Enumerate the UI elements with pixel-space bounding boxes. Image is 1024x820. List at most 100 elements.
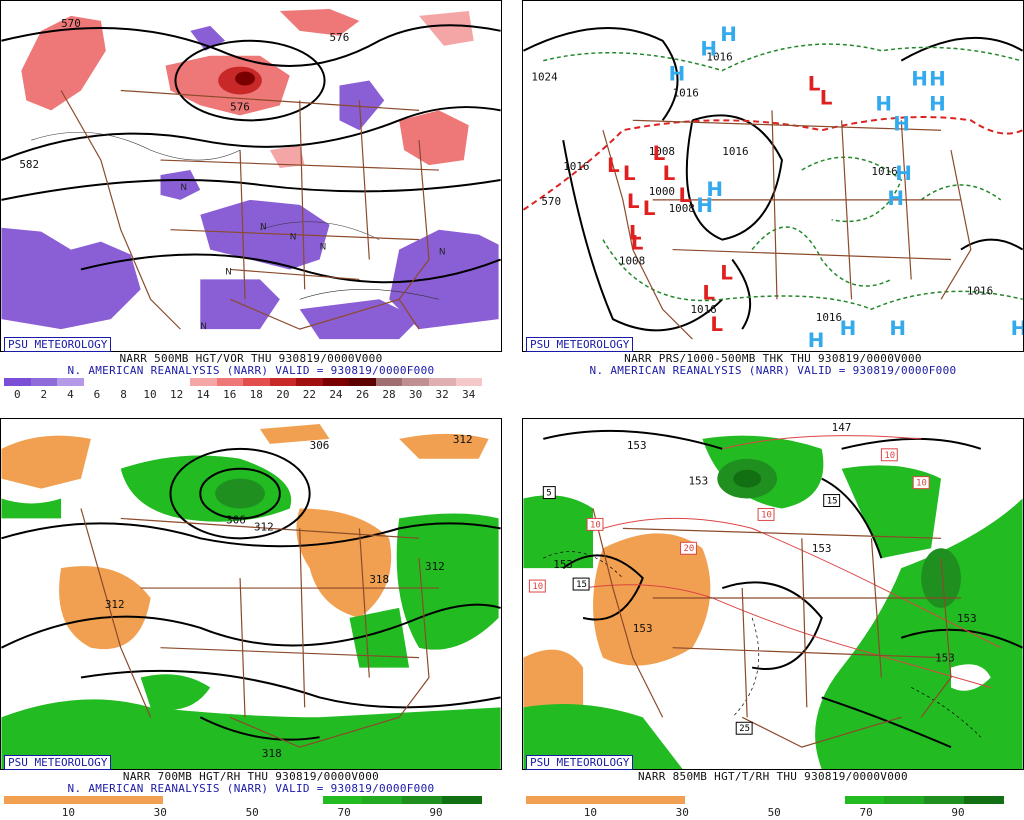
- colorbar-tick-label: 30: [408, 388, 423, 401]
- map-label: 306: [310, 439, 330, 452]
- map-label: 153: [633, 622, 653, 635]
- colorbar-ticks: 0 2 4 6 8 10 12 14 16 18 20 22 24 26 28 30 32 34: [4, 389, 482, 401]
- colorbar-tick-label: 12: [169, 388, 184, 401]
- svg-text:L: L: [631, 232, 644, 255]
- product-title: NARR 500MB HGT/VOR THU 930819/0000V000: [119, 352, 383, 365]
- svg-text:H: H: [929, 68, 946, 91]
- map-label: 153: [957, 612, 977, 625]
- high-pressure-centers: H H H H H H H H H H H H H H H H: [669, 23, 1024, 352]
- product-title: NARR PRS/1000-500MB THK THU 930819/0000V…: [624, 352, 922, 365]
- colorbar-swatch: [725, 796, 765, 804]
- colorbar-tick-label: 2: [40, 388, 48, 401]
- map-label: 153: [627, 439, 647, 452]
- colorbar-swatch: [282, 796, 323, 804]
- colorbar-swatch: [429, 378, 456, 386]
- svg-text:L: L: [643, 197, 656, 220]
- map-label: 153: [812, 542, 832, 555]
- boxed-labels: 10 10 10 10 20 15 15 25 5 10: [528, 448, 930, 735]
- product-title: NARR 850MB HGT/T/RH THU 930819/0000V000: [638, 770, 908, 783]
- colorbar-swatch: [924, 796, 965, 804]
- map-label: 318: [369, 573, 389, 586]
- svg-text:L: L: [623, 162, 636, 185]
- panel-pressure-thickness: 1024 1016 1016 1016 1016 1016 1008 1000 …: [522, 0, 1024, 402]
- colorbar-swatch: [322, 378, 350, 386]
- svg-text:H: H: [808, 329, 825, 352]
- colorbar-swatch: [964, 796, 1004, 804]
- colorbar-swatch: [110, 378, 137, 386]
- svg-text:1016: 1016: [967, 284, 993, 297]
- svg-text:L: L: [653, 142, 666, 165]
- vorticity-map: 570 576 582 576 N N N N N N N: [0, 0, 502, 352]
- colorbar-swatch: [402, 796, 443, 804]
- colorbar-tick-label: 16: [223, 388, 237, 401]
- colorbar-swatch: [83, 796, 124, 804]
- svg-text:15: 15: [576, 580, 587, 590]
- svg-text:1000: 1000: [649, 185, 675, 198]
- svg-text:H: H: [1011, 317, 1024, 340]
- map-label: 570: [61, 17, 81, 30]
- svg-text:L: L: [663, 162, 676, 185]
- svg-text:10: 10: [761, 510, 772, 520]
- colorbar-swatch: [57, 378, 84, 386]
- colorbar-tick-label: 18: [249, 388, 263, 401]
- colorbar-swatch: [163, 378, 190, 386]
- svg-text:1016: 1016: [563, 160, 589, 173]
- colorbar-tick-label: 20: [276, 388, 290, 401]
- colorbar-swatch: [442, 796, 482, 804]
- svg-text:10: 10: [916, 479, 927, 489]
- colorbar-swatch: [322, 796, 363, 804]
- panel-850mb-temp-rh: 153 147 153 153 153 153 153 153 10 10 10…: [522, 418, 1024, 820]
- colorbar-tick-label: 10: [61, 806, 75, 819]
- colorbar-swatch: [605, 796, 646, 804]
- rh-colorbar: [526, 796, 1004, 804]
- map-label: 312: [105, 598, 125, 611]
- svg-text:H: H: [669, 63, 686, 86]
- svg-text:5: 5: [546, 489, 551, 499]
- source-badge: PSU METEOROLOGY: [526, 755, 634, 770]
- svg-text:N: N: [225, 267, 232, 277]
- colorbar-tick-label: 34: [462, 388, 476, 401]
- svg-text:N: N: [180, 183, 187, 193]
- map-label: 153: [688, 475, 708, 488]
- rh850-map: 153 147 153 153 153 153 153 153 10 10 10…: [522, 418, 1024, 770]
- colorbar-swatch: [243, 378, 270, 386]
- colorbar-swatch: [526, 796, 566, 804]
- svg-text:1008: 1008: [619, 254, 645, 267]
- svg-text:H: H: [929, 92, 946, 115]
- svg-text:H: H: [893, 112, 910, 135]
- colorbar-swatch: [455, 378, 483, 386]
- svg-text:1016: 1016: [816, 311, 842, 324]
- svg-text:L: L: [820, 86, 833, 109]
- colorbar-swatch: [565, 796, 606, 804]
- map-label: 312: [254, 520, 274, 533]
- colorbar-ticks: 10 30 50 70 90: [4, 807, 482, 819]
- colorbar-tick-label: 50: [245, 806, 259, 819]
- colorbar-swatch: [296, 378, 323, 386]
- colorbar-swatch: [645, 796, 686, 804]
- svg-text:570: 570: [541, 195, 561, 208]
- valid-time-title: N. AMERICAN REANALYSIS (NARR) VALID = 93…: [589, 364, 957, 377]
- svg-text:10: 10: [884, 451, 895, 461]
- svg-text:N: N: [320, 243, 327, 253]
- colorbar-swatch: [402, 378, 429, 386]
- svg-text:25: 25: [739, 724, 750, 734]
- colorbar-swatch: [804, 796, 845, 804]
- svg-text:1016: 1016: [722, 145, 748, 158]
- colorbar-swatch: [4, 796, 44, 804]
- map-label: 576: [330, 31, 350, 44]
- colorbar-tick-label: 90: [951, 806, 965, 819]
- svg-text:1016: 1016: [690, 303, 716, 316]
- map-label: 312: [425, 560, 445, 573]
- source-badge: PSU METEOROLOGY: [4, 337, 112, 352]
- colorbar-tick-label: 50: [767, 806, 781, 819]
- svg-text:1016: 1016: [706, 51, 732, 64]
- svg-text:H: H: [706, 178, 723, 201]
- svg-text:1008: 1008: [649, 145, 675, 158]
- svg-text:10: 10: [590, 520, 601, 530]
- colorbar-swatch: [30, 378, 58, 386]
- colorbar-tick-label: 24: [329, 388, 343, 401]
- colorbar-tick-label: 30: [153, 806, 167, 819]
- colorbar-tick-label: 8: [120, 388, 127, 401]
- svg-text:L: L: [607, 154, 620, 177]
